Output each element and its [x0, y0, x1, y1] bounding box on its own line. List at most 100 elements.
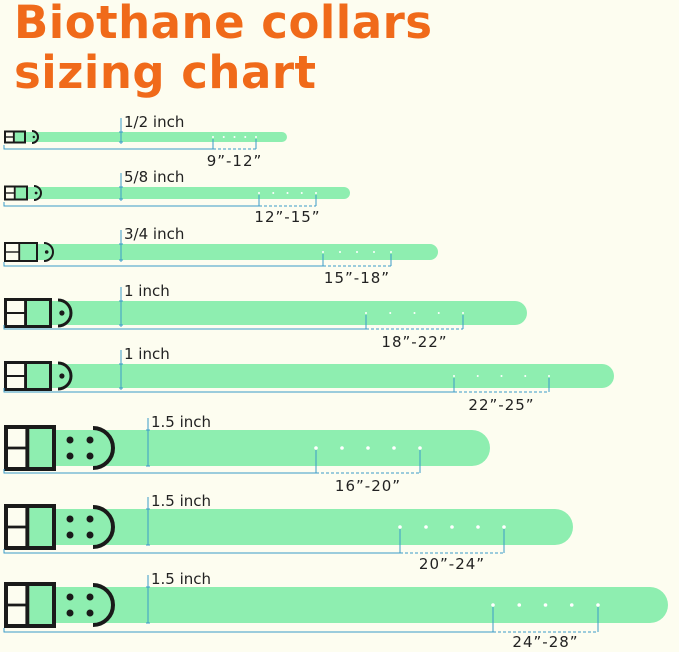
buckle-strap-fill: [29, 586, 52, 624]
adjustment-hole: [222, 136, 225, 138]
adjustment-hole: [300, 192, 303, 194]
buckle-strap-fill: [20, 244, 36, 260]
adjustment-hole: [389, 312, 392, 314]
adjustment-hole: [286, 192, 289, 194]
length-bracket: [3, 195, 260, 207]
size-range-label: 20”-24”: [419, 555, 485, 573]
length-bracket: [3, 139, 214, 150]
collar-strap: [28, 301, 527, 325]
rivet: [66, 531, 74, 539]
adjustment-hole: [476, 375, 479, 377]
buckle-strap-fill: [27, 301, 49, 325]
adjustment-hole: [437, 312, 440, 314]
adjustment-hole: [272, 192, 275, 194]
ring-rivet: [44, 250, 49, 254]
adjustment-hole: [413, 312, 416, 314]
rivet: [86, 515, 94, 523]
rivet: [66, 609, 74, 617]
size-range-label: 18”-22”: [381, 333, 447, 351]
adjustment-hole: [315, 192, 317, 194]
adjustment-hole: [244, 136, 247, 138]
size-range-label: 24”-28”: [512, 633, 578, 651]
adjustment-hole: [548, 375, 550, 377]
rivet: [86, 593, 94, 601]
collar-1: 1/2 inch 9”-12”: [3, 113, 287, 170]
size-range-label: 12”-15”: [254, 208, 320, 226]
size-range-label: 15”-18”: [324, 269, 390, 287]
width-label: 1 inch: [124, 345, 170, 363]
collar-6: 1.5 inch 16”-20”: [3, 413, 490, 495]
rivet: [66, 515, 74, 523]
buckle-icon: [4, 185, 28, 201]
rivet: [86, 609, 94, 617]
adjustment-hole: [424, 525, 428, 529]
width-label: 3/4 inch: [124, 225, 184, 243]
adjustment-hole: [255, 136, 257, 138]
adjustment-hole: [365, 312, 367, 314]
collar-strap: [15, 132, 287, 142]
collar-3: 3/4 inch 15”-18”: [3, 225, 438, 287]
adjustment-hole: [212, 136, 214, 138]
width-label: 5/8 inch: [124, 168, 184, 186]
adjustment-hole: [233, 136, 236, 138]
adjustment-hole: [450, 525, 454, 529]
buckle-icon: [4, 582, 56, 628]
buckle-strap-fill: [27, 364, 49, 388]
d-ring-icon: [92, 583, 115, 627]
adjustment-hole: [517, 603, 522, 607]
width-label: 1 inch: [124, 282, 170, 300]
collar-8: 1.5 inch 24”-28”: [3, 570, 668, 651]
length-bracket: [3, 529, 401, 554]
buckle-strap-fill: [29, 429, 52, 467]
length-bracket: [3, 254, 324, 267]
d-ring-icon: [33, 185, 42, 201]
collar-strap: [28, 364, 614, 388]
adjustment-hole: [596, 603, 600, 607]
rivet: [86, 531, 94, 539]
adjustment-hole: [491, 603, 495, 607]
adjustment-hole: [322, 251, 324, 253]
adjustment-hole: [356, 251, 358, 253]
length-bracket: [3, 315, 367, 330]
adjustment-hole: [366, 446, 370, 450]
adjustment-hole: [392, 446, 396, 450]
collar-strap: [30, 509, 573, 545]
ring-rivet: [32, 135, 35, 139]
adjustment-hole: [502, 525, 506, 529]
adjustment-hole: [543, 603, 548, 607]
buckle-icon: [4, 242, 38, 262]
rivet: [66, 436, 74, 444]
collar-strap: [16, 187, 350, 199]
adjustment-hole: [418, 446, 422, 450]
rivet: [86, 436, 94, 444]
adjustment-hole: [569, 603, 574, 607]
length-bracket: [3, 607, 494, 633]
buckle-icon: [4, 425, 56, 471]
collar-4: 1 inch 18”-22”: [3, 282, 527, 351]
collar-5: 1 inch 22”-25”: [3, 345, 614, 414]
ring-rivet: [34, 191, 38, 195]
collar-7: 1.5 inch 20”-24”: [3, 492, 573, 573]
ring-rivet: [59, 373, 65, 379]
adjustment-hole: [390, 251, 392, 253]
adjustment-hole: [340, 446, 344, 450]
d-ring-icon: [57, 298, 73, 328]
length-bracket: [3, 378, 455, 393]
buckle-icon: [4, 504, 56, 550]
buckle-icon: [4, 130, 26, 144]
width-label: 1.5 inch: [151, 492, 211, 510]
buckle-strap-fill: [29, 508, 52, 546]
chart-title-line-1: Biothane collars: [14, 0, 433, 49]
d-ring-icon: [31, 130, 39, 144]
ring-rivet: [59, 310, 65, 316]
d-ring-icon: [57, 361, 73, 391]
size-range-label: 22”-25”: [468, 396, 534, 414]
adjustment-hole: [524, 375, 527, 377]
width-label: 1.5 inch: [151, 570, 211, 588]
adjustment-hole: [476, 525, 480, 529]
size-range-label: 16”-20”: [335, 477, 401, 495]
adjustment-hole: [453, 375, 455, 377]
size-range-label: 9”-12”: [207, 152, 263, 170]
adjustment-hole: [373, 251, 375, 253]
